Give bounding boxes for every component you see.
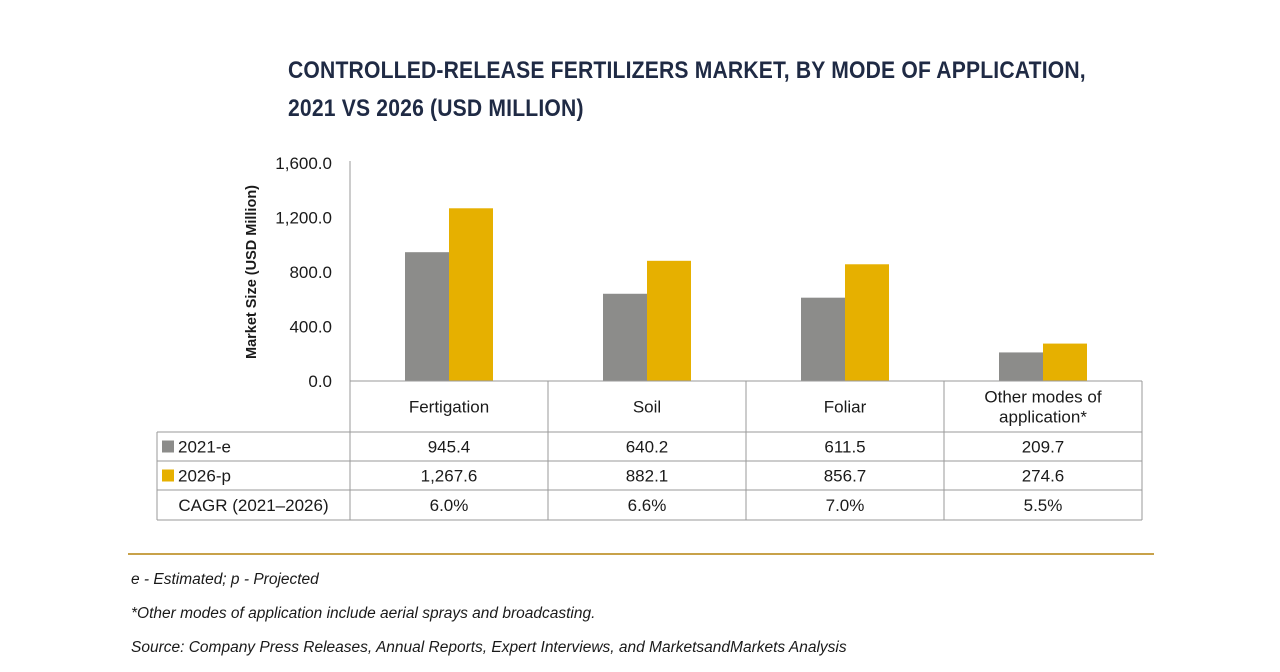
y-axis-title: Market Size (USD Million) <box>244 185 260 359</box>
bar-2026-p-0 <box>449 208 493 381</box>
y-tick-label: 1,200.0 <box>275 209 332 228</box>
footnote-other-modes: *Other modes of application include aeri… <box>131 605 596 622</box>
bar-2026-p-3 <box>1043 343 1087 381</box>
legend-label: 2021-e <box>178 438 231 457</box>
legend-swatch-2026-p <box>162 469 174 482</box>
table-value: 611.5 <box>824 438 865 457</box>
cagr-label: CAGR (2021–2026) <box>178 496 328 515</box>
cagr-value: 6.0% <box>430 496 469 515</box>
cagr-value: 7.0% <box>826 496 865 515</box>
y-tick-label: 800.0 <box>289 263 332 282</box>
footnotes: e - Estimated; p - Projected *Other mode… <box>131 570 847 672</box>
table-value: 945.4 <box>428 438 471 457</box>
chart-title: CONTROLLED-RELEASE FERTILIZERS MARKET, B… <box>288 52 1086 128</box>
cagr-value: 5.5% <box>1024 496 1063 515</box>
table-value: 640.2 <box>626 438 669 457</box>
footnote-source: Source: Company Press Releases, Annual R… <box>131 639 847 656</box>
y-tick-label: 0.0 <box>308 372 332 391</box>
bar-chart: 0.0 400.0 800.0 1,200.0 1,600.0 Market Size (… <box>156 154 1143 521</box>
table-value: 274.6 <box>1022 467 1065 486</box>
bar-2026-p-1 <box>647 260 691 381</box>
category-label: Foliar <box>824 398 867 417</box>
bar-2021-e-3 <box>999 352 1043 381</box>
chart-title-line-2: 2021 VS 2026 (USD MILLION) <box>288 95 584 122</box>
bar-2021-e-0 <box>405 252 449 381</box>
table-value: 856.7 <box>824 467 867 486</box>
category-label: Soil <box>633 398 661 417</box>
footnote-divider <box>128 553 1154 555</box>
category-label: application* <box>999 408 1087 427</box>
cagr-value: 6.6% <box>628 496 667 515</box>
bar-2026-p-2 <box>845 264 889 381</box>
legend-label: 2026-p <box>178 467 231 486</box>
table-value: 882.1 <box>626 467 669 486</box>
bar-2021-e-1 <box>603 293 647 381</box>
y-tick-label: 400.0 <box>289 318 332 337</box>
y-tick-label: 1,600.0 <box>275 154 332 173</box>
table-value: 1,267.6 <box>421 467 478 486</box>
footnote-estimated: e - Estimated; p - Projected <box>131 571 319 588</box>
table-value: 209.7 <box>1022 438 1065 457</box>
legend-swatch-2021-e <box>162 440 174 453</box>
chart-title-line-1: CONTROLLED-RELEASE FERTILIZERS MARKET, B… <box>288 57 1086 84</box>
category-label: Other modes of <box>984 388 1101 407</box>
category-label: Fertigation <box>409 398 489 417</box>
bar-2021-e-2 <box>801 297 845 381</box>
